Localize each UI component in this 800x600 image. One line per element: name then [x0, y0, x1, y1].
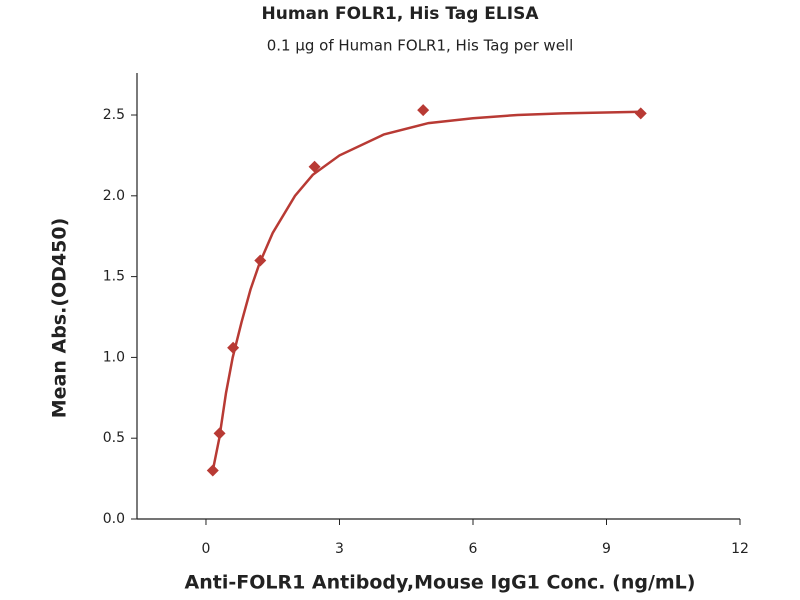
data-point: [417, 104, 430, 117]
x-tick-label: 9: [602, 541, 611, 557]
chart-subtitle: 0.1 µg of Human FOLR1, His Tag per well: [267, 37, 574, 55]
x-tick-label: 12: [731, 541, 749, 557]
data-point: [206, 464, 219, 477]
y-tick-label: 0.5: [103, 430, 125, 446]
data-point: [634, 107, 647, 120]
fit-curve: [211, 110, 641, 471]
x-tick-label: 6: [469, 541, 478, 557]
x-tick-label: 3: [335, 541, 344, 557]
chart-title: Human FOLR1, His Tag ELISA: [262, 4, 540, 24]
x-tick-label: 0: [202, 541, 211, 557]
data-point: [308, 160, 321, 173]
y-axis-label: Mean Abs.(OD450): [49, 218, 71, 419]
y-tick-label: 2.0: [103, 188, 125, 204]
y-tick-label: 1.0: [103, 349, 125, 365]
y-tick-label: 1.5: [103, 269, 125, 285]
y-tick-label: 0.0: [103, 511, 125, 527]
x-axis-label: Anti-FOLR1 Antibody,Mouse IgG1 Conc. (ng…: [185, 572, 696, 594]
y-tick-label: 2.5: [103, 107, 125, 123]
